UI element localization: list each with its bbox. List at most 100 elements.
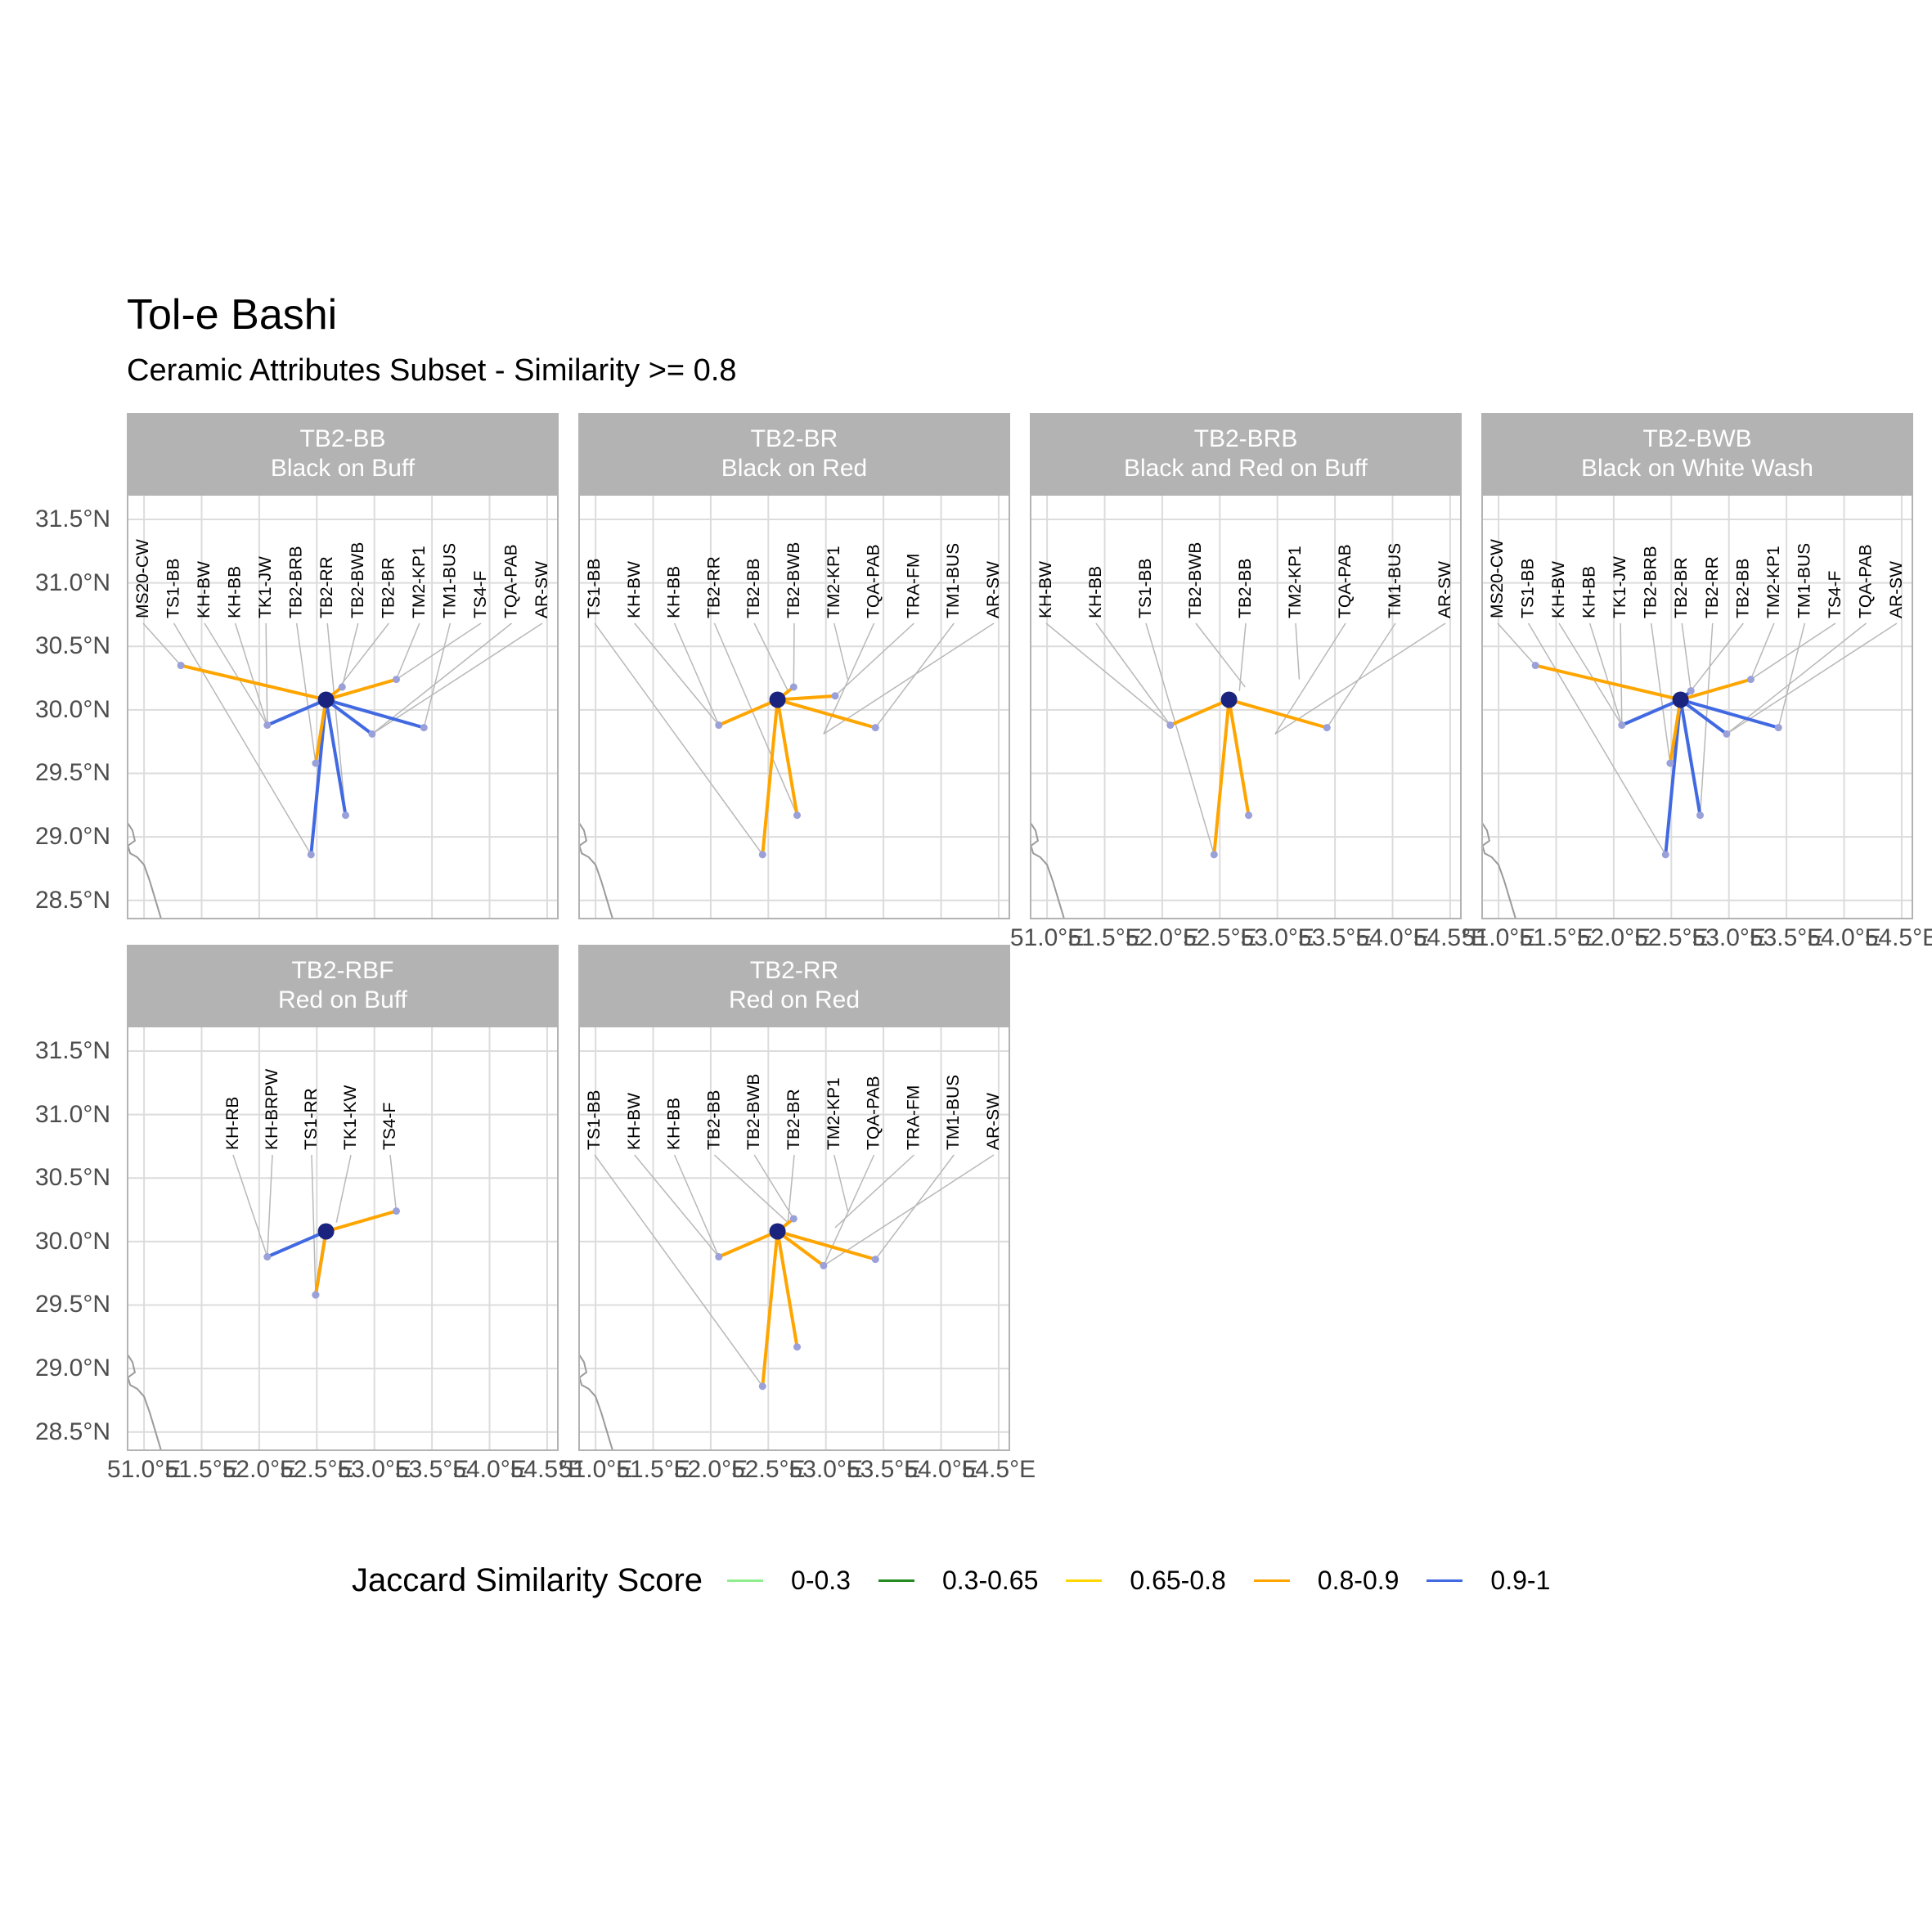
site-label-tqa-pab: TQA-PAB	[865, 544, 883, 618]
site-label-ar-sw: AR-SW	[1436, 561, 1454, 618]
map-plot-area[interactable]: MS20-CW TS1-BB KH-BW KH-BB TK1-JW TB2-BRB TB2-…	[1481, 494, 1913, 919]
site-label-tm1-bus: TM1-BUS	[1795, 543, 1813, 618]
label-leader-line	[341, 622, 359, 688]
map-plot-area[interactable]: KH-BW KH-BB TS1-BB TB2-BWB TB2-BB TM2-KP1 TQA-…	[1030, 494, 1462, 919]
y-tick-label: 29.0°N	[34, 823, 110, 851]
x-tick-label: 52.0°E	[222, 1456, 297, 1483]
label-leader-line	[1588, 622, 1623, 726]
y-tick-label: 31.0°N	[34, 1100, 110, 1128]
label-leader-line	[1095, 622, 1171, 726]
site-label-tb2-brb: TB2-BRB	[287, 546, 306, 618]
legend-item: 0.3-0.65	[878, 1566, 1038, 1596]
label-leader-line	[1145, 622, 1215, 856]
x-tick-label: 54.5°E	[961, 1456, 1036, 1483]
label-leader-line	[634, 1154, 720, 1257]
site-label-tqa-pab: TQA-PAB	[1336, 544, 1355, 618]
site-point-kh-bw	[715, 721, 723, 730]
site-point-tb2-rr	[793, 1343, 802, 1351]
x-tick-label: 54.0°E	[452, 1456, 527, 1483]
x-axis-panel-tb2-rbf: 51.0°E 51.5°E 52.0°E 52.5°E 53.0°E 53.5°E 54.0…	[107, 1456, 584, 1489]
y-axis-top: 31.5°N 31.0°N 30.5°N 30.0°N 29.5°N 29.0°N 28.5…	[0, 494, 119, 919]
facet-panel-tb2-brb: TB2-BRB Black and Red on Buff KH-BW KH-BB…	[1030, 413, 1462, 919]
site-point-ts1-bb	[307, 851, 315, 859]
site-label-kh-bb: KH-BB	[665, 566, 684, 618]
map-plot-area[interactable]: KH-RB KH-BRPW TS1-RR TK1-KW TS4-F	[127, 1026, 559, 1451]
site-label-tb2-br: TB2-BR	[379, 557, 398, 618]
map-svg: KH-RB KH-BRPW TS1-RR TK1-KW TS4-F	[127, 1026, 559, 1451]
site-point-kh-bw	[1166, 721, 1175, 730]
link-tb2-brb	[1668, 698, 1683, 766]
label-leader-line	[833, 1154, 849, 1211]
link-tqa-pab	[775, 1229, 825, 1268]
facet-name: Black on Buff	[270, 454, 416, 482]
link-tb2-brb	[313, 698, 328, 766]
map-plot-area[interactable]: MS20-CW TS1-BB KH-BW KH-BB TK1-JW TB2-BRB TB2-…	[127, 494, 559, 919]
label-leader-line	[326, 622, 347, 815]
label-leader-line	[265, 622, 268, 726]
site-label-kh-bb: KH-BB	[665, 1098, 684, 1150]
x-tick-label: 54.5°E	[510, 1456, 585, 1483]
site-point-tm1-bus	[1774, 724, 1782, 732]
label-leader-line	[389, 1154, 398, 1211]
facet-strip: TB2-BR Black on Red	[578, 413, 1010, 494]
site-label-tm1-bus: TM1-BUS	[944, 543, 963, 618]
facet-panel-tb2-bwb: TB2-BWB Black on White Wash MS20-CW TS1-B…	[1481, 413, 1913, 919]
link-kh-bw	[265, 698, 328, 727]
y-tick-label: 28.5°N	[34, 886, 110, 914]
label-leader-line	[594, 622, 763, 856]
site-label-ar-sw: AR-SW	[984, 1093, 1003, 1150]
x-tick-label: 54.5°E	[1413, 924, 1488, 951]
site-label-tk1-kw: TK1-KW	[341, 1085, 360, 1150]
facet-panel-tb2-rbf: TB2-RBF Red on Buff KH-RB KH-BRPW TS1-RR TK…	[127, 945, 559, 1451]
site-label-tb2-rr: TB2-RR	[1703, 556, 1722, 618]
site-point-kh-rb	[263, 1253, 272, 1261]
map-plot-area[interactable]: TS1-BB KH-BW KH-BB TB2-RR TB2-BB TB2-BWB TM2-K…	[578, 494, 1010, 919]
y-tick-label: 30.0°N	[34, 695, 110, 723]
site-label-tb2-bb: TB2-BB	[744, 558, 763, 618]
site-label-ts4-f: TS4-F	[1826, 571, 1844, 618]
x-tick-label: 51.0°E	[106, 1456, 182, 1483]
legend-label: 0.9-1	[1490, 1566, 1551, 1595]
site-point-kh-bw	[1618, 721, 1626, 730]
legend-label: 0.3-0.65	[941, 1566, 1039, 1595]
link-tb2-rr	[775, 1229, 799, 1349]
label-leader-line	[1527, 622, 1666, 856]
link-ts1-bb	[1664, 698, 1683, 856]
link-ts1-bb	[761, 1229, 780, 1388]
site-label-tb2-rr: TB2-RR	[704, 556, 723, 618]
link-kh-bw	[717, 1229, 780, 1259]
facet-name: Black on Red	[721, 454, 868, 482]
site-label-tm2-kp1: TM2-KP1	[824, 546, 843, 618]
site-label-tqa-pab: TQA-PAB	[1856, 544, 1875, 618]
label-leader-line	[1238, 622, 1247, 691]
site-label-tra-fm: TRA-FM	[904, 1085, 923, 1150]
site-label-tb2-bwb: TB2-BWB	[348, 542, 367, 618]
label-leader-line	[335, 622, 389, 692]
facet-code: TB2-BB	[299, 425, 386, 452]
site-point-tb2-brb	[1666, 759, 1674, 767]
link-tm1-bus	[775, 698, 878, 730]
site-point-tb2-brb	[312, 1291, 320, 1299]
site-point-tqa-pab	[1723, 730, 1731, 738]
link-kh-bw	[717, 698, 780, 727]
site-label-kh-bb: KH-BB	[1580, 566, 1599, 618]
label-leader-line	[833, 622, 849, 680]
site-point-tb2-br	[1687, 687, 1695, 695]
legend-item: 0.8-0.9	[1253, 1566, 1399, 1596]
map-plot-area[interactable]: TS1-BB KH-BW KH-BB TB2-BB TB2-BWB TB2-BR TM2-K…	[578, 1026, 1010, 1451]
site-label-tm1-bus: TM1-BUS	[440, 543, 459, 618]
label-leader-line	[1497, 622, 1536, 667]
label-leader-line	[1726, 622, 1898, 735]
label-leader-line	[423, 622, 452, 728]
site-label-tm1-bus: TM1-BUS	[1386, 543, 1404, 618]
label-leader-line	[204, 622, 268, 726]
y-tick-label: 31.5°N	[34, 505, 110, 533]
x-tick-label: 54.0°E	[904, 1456, 978, 1483]
x-tick-label: 52.5°E	[1634, 924, 1709, 951]
facet-panel-tb2-bb: TB2-BB Black on Buff MS20-CW TS1-BB KH-BW K…	[127, 413, 559, 919]
site-label-ar-sw: AR-SW	[984, 561, 1003, 618]
link-ts1-bb	[761, 698, 780, 856]
link-tm2-kp1	[1678, 677, 1753, 702]
site-label-tb2-bwb: TB2-BWB	[784, 542, 803, 618]
coastline	[1030, 820, 1066, 919]
